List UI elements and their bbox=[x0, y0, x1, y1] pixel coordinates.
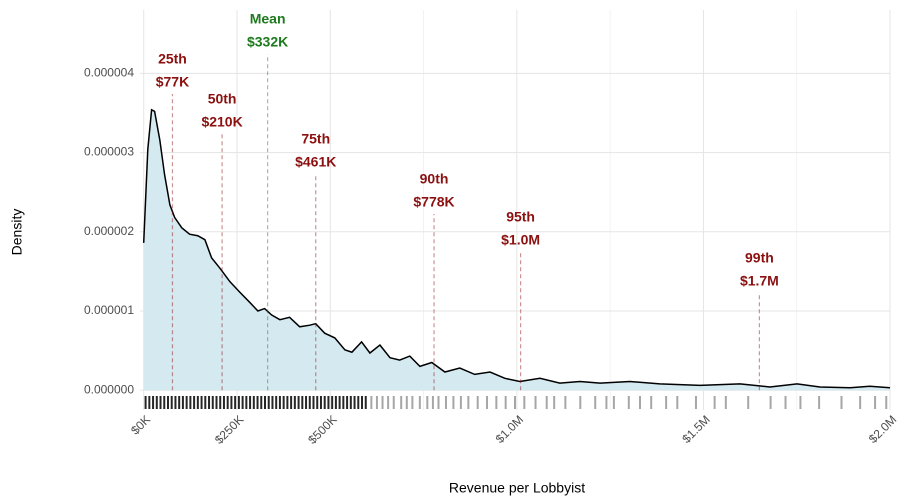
marker-name: 75th bbox=[301, 131, 330, 147]
marker-name: 99th bbox=[745, 250, 774, 266]
y-tick-label: 0.000003 bbox=[84, 145, 134, 159]
marker-name: 95th bbox=[506, 209, 535, 225]
density-line bbox=[142, 108, 891, 389]
x-tick-label: $2.0M bbox=[866, 412, 897, 445]
density-area bbox=[143, 109, 890, 391]
marker-name: Mean bbox=[250, 11, 286, 27]
marker-value-label: $461K bbox=[295, 154, 336, 170]
y-tick-label: 0.000001 bbox=[84, 303, 134, 317]
marker-value-label: $77K bbox=[156, 74, 189, 90]
y-tick-label: 0.000000 bbox=[84, 382, 134, 396]
marker-value-label: $332K bbox=[247, 34, 288, 50]
x-tick-label: $1.0M bbox=[493, 412, 526, 445]
marker-value-label: $778K bbox=[413, 194, 454, 210]
y-tick-label: 0.000002 bbox=[84, 224, 134, 238]
marker-value-label: $210K bbox=[201, 114, 242, 130]
x-tick-label: $0K bbox=[128, 412, 153, 437]
marker-value-label: $1.0M bbox=[501, 232, 540, 248]
marker-name: 50th bbox=[208, 91, 237, 107]
x-tick-label: $250K bbox=[212, 412, 246, 446]
x-axis-title: Revenue per Lobbyist bbox=[449, 480, 585, 496]
y-tick-label: 0.000004 bbox=[84, 66, 134, 80]
x-tick-label: $500K bbox=[305, 412, 339, 446]
marker-name: 90th bbox=[420, 171, 449, 187]
x-tick-label: $1.5M bbox=[679, 412, 712, 445]
marker-value-label: $1.7M bbox=[740, 273, 779, 289]
marker-name: 25th bbox=[158, 51, 187, 67]
y-axis-title: Density bbox=[9, 209, 25, 256]
